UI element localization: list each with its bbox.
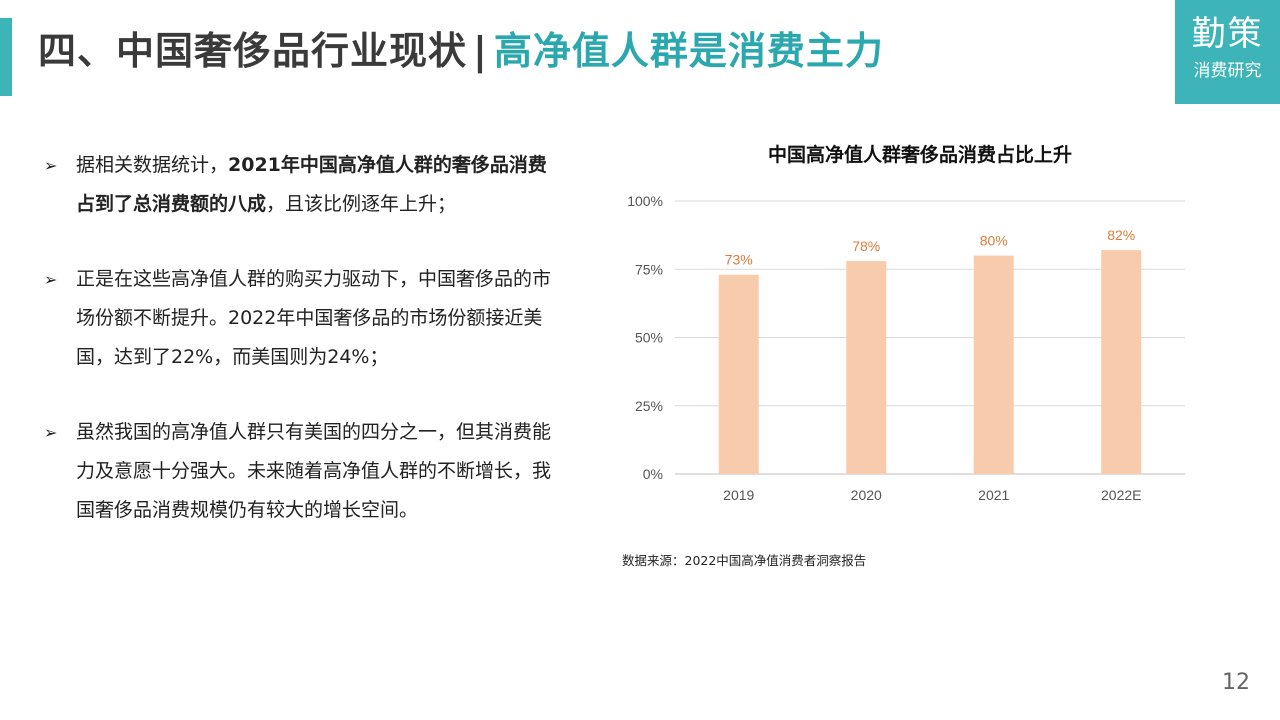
bullet-item: ➢ 虽然我国的高净值人群只有美国的四分之一，但其消费能力及意愿十分强大。未来随着… — [44, 413, 564, 530]
bullet-item: ➢ 正是在这些高净值人群的购买力驱动下，中国奢侈品的市场份额不断提升。2022年… — [44, 260, 564, 377]
bullet-text: 正是在这些高净值人群的购买力驱动下，中国奢侈品的市场份额不断提升。2022年中国… — [76, 268, 552, 368]
bar — [846, 261, 887, 474]
y-tick-label: 25% — [635, 398, 663, 414]
bullet-arrow-icon: ➢ — [44, 423, 58, 442]
bullet-item: ➢ 据相关数据统计，2021年中国高净值人群的奢侈品消费占到了总消费额的八成，且… — [44, 146, 564, 224]
bullet-text-plain: ，且该比例逐年上升； — [266, 193, 457, 215]
title-separator: | — [473, 29, 488, 73]
title-main: 四、中国奢侈品行业现状 — [38, 29, 468, 73]
brand-logo: 勤策 消费研究 — [1175, 0, 1280, 104]
chart-title: 中国高净值人群奢侈品消费占比上升 — [767, 144, 1072, 166]
data-label: 80% — [980, 233, 1008, 249]
bullet-arrow-icon: ➢ — [44, 270, 58, 289]
page-title: 四、中国奢侈品行业现状 | 高净值人群是消费主力 — [38, 26, 884, 76]
y-tick-label: 100% — [627, 193, 663, 209]
data-source-note: 数据来源：2022中国高净值消费者洞察报告 — [622, 553, 867, 568]
bar-chart: 0% 25% 50% 75% 100% 73% 2019 78% 2020 80% 2021 82% 2… — [627, 193, 1185, 503]
y-tick-label: 75% — [635, 261, 663, 277]
y-tick-label: 50% — [635, 330, 663, 346]
bullet-text-plain: 据相关数据统计， — [76, 154, 229, 176]
page-number: 12 — [1222, 670, 1250, 695]
logo-sub-text: 消费研究 — [1193, 61, 1262, 81]
title-accent-bar — [0, 18, 12, 96]
bullet-list: ➢ 据相关数据统计，2021年中国高净值人群的奢侈品消费占到了总消费额的八成，且… — [44, 146, 564, 566]
x-tick-label: 2021 — [978, 487, 1009, 503]
logo-brand-text: 勤策 — [1191, 14, 1264, 54]
bar — [718, 274, 759, 474]
title-subtitle: 高净值人群是消费主力 — [493, 29, 884, 73]
bar — [973, 255, 1014, 474]
data-label: 78% — [852, 238, 880, 254]
data-label: 73% — [725, 252, 753, 268]
bullet-text: 虽然我国的高净值人群只有美国的四分之一，但其消费能力及意愿十分强大。未来随着高净… — [76, 421, 552, 521]
data-label: 82% — [1107, 227, 1135, 243]
y-tick-label: 0% — [643, 466, 663, 482]
bar — [1101, 250, 1142, 474]
x-tick-label: 2022E — [1101, 487, 1141, 503]
bullet-text-bold: 2021年中国高净值人群的奢侈品消费占到了总消费额的八成 — [76, 154, 547, 215]
x-tick-label: 2019 — [723, 487, 754, 503]
x-tick-label: 2020 — [851, 487, 882, 503]
bullet-arrow-icon: ➢ — [44, 156, 58, 175]
